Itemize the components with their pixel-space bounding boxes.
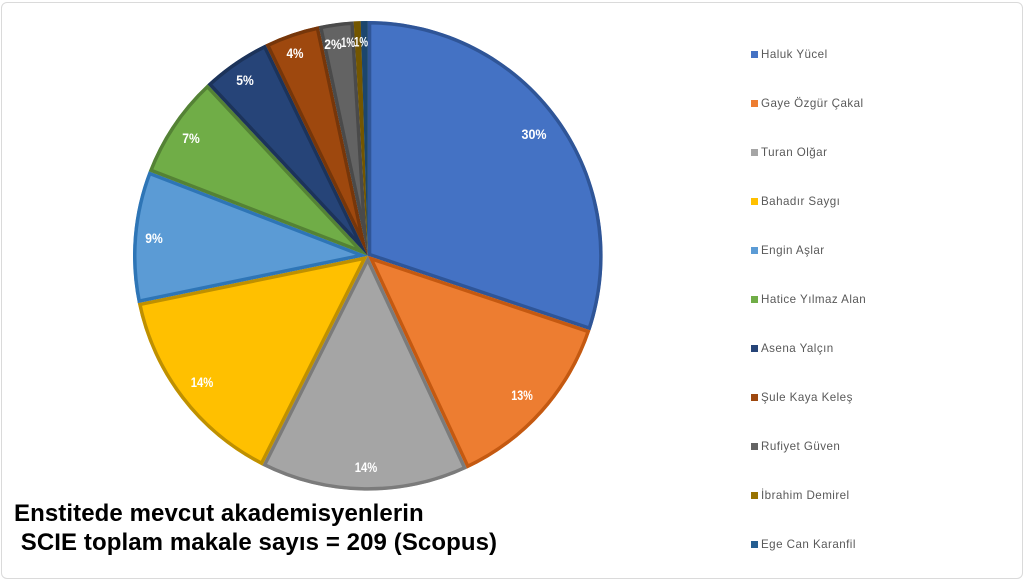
svg-text:14%: 14% xyxy=(191,375,214,390)
svg-text:2%: 2% xyxy=(324,37,342,52)
svg-text:1%: 1% xyxy=(341,35,355,50)
svg-text:13%: 13% xyxy=(511,388,533,403)
svg-text:7%: 7% xyxy=(182,131,200,146)
svg-text:9%: 9% xyxy=(145,231,163,246)
svg-text:1%: 1% xyxy=(354,34,368,49)
svg-text:5%: 5% xyxy=(236,73,254,88)
svg-text:14%: 14% xyxy=(355,460,378,475)
svg-text:4%: 4% xyxy=(287,46,304,61)
svg-text:30%: 30% xyxy=(522,127,547,142)
